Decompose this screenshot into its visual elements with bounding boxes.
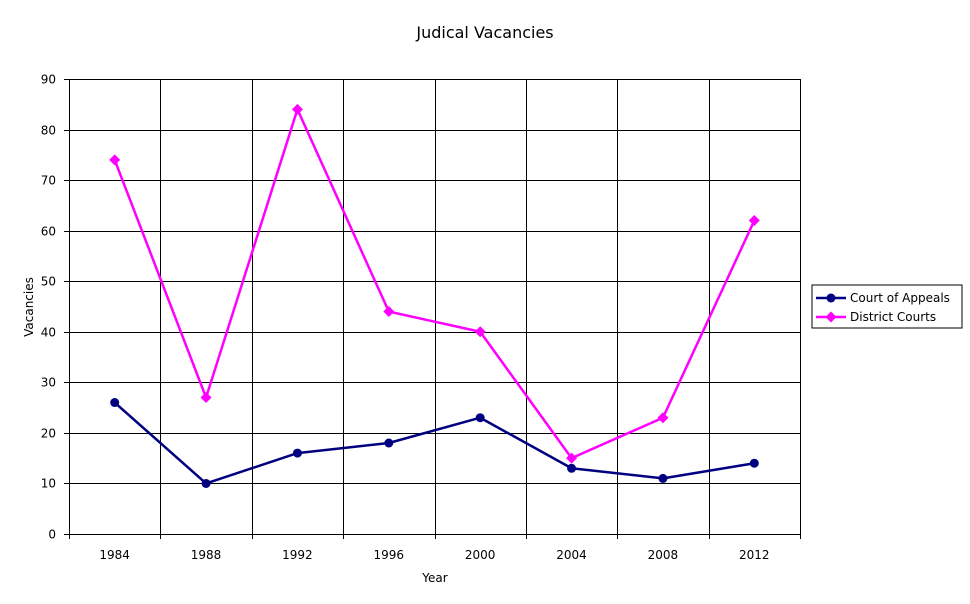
legend-label-court-of-appeals: Court of Appeals <box>850 291 950 305</box>
y-tick-label: 50 <box>41 275 56 289</box>
data-point-court-of-appeals <box>292 448 302 458</box>
y-axis-title: Vacancies <box>22 277 36 337</box>
data-point-court-of-appeals <box>658 473 668 483</box>
y-tick-label: 30 <box>41 376 56 390</box>
axes <box>64 79 801 539</box>
series-district-courts <box>109 103 760 464</box>
y-tick-label: 10 <box>41 477 56 491</box>
legend-marker-court-of-appeals <box>826 293 836 303</box>
data-point-district-courts <box>748 215 760 227</box>
y-tick-label: 70 <box>41 174 56 188</box>
x-tick-label: 2008 <box>648 548 679 562</box>
y-tick-label: 80 <box>41 124 56 138</box>
x-tick-label: 1992 <box>282 548 313 562</box>
series-line-court-of-appeals <box>113 401 755 485</box>
x-tick-label: 1996 <box>374 548 405 562</box>
data-point-district-courts <box>474 326 486 338</box>
data-point-court-of-appeals <box>201 478 211 488</box>
chart-title: Judical Vacancies <box>415 23 553 42</box>
x-tick-label: 2012 <box>739 548 770 562</box>
y-tick-labels: 0 10 20 30 40 50 60 70 80 90 <box>41 73 56 542</box>
legend: Court of Appeals District Courts <box>811 284 963 329</box>
y-tick-label: 20 <box>41 427 56 441</box>
data-point-court-of-appeals <box>475 413 485 423</box>
data-point-district-courts <box>291 103 303 115</box>
data-point-district-courts <box>200 392 212 403</box>
data-point-court-of-appeals <box>384 438 394 448</box>
x-tick-labels: 1984 1988 1992 1996 2000 2004 2008 2012 <box>99 548 769 562</box>
y-tick-label: 90 <box>41 73 56 87</box>
data-point-district-courts <box>566 452 578 464</box>
x-axis-title: Year <box>421 571 447 585</box>
data-point-district-courts <box>657 412 669 424</box>
series-line-district-courts <box>113 108 756 460</box>
y-tick-label: 40 <box>41 326 56 340</box>
legend-marker-district-courts <box>825 311 837 323</box>
series-group <box>109 103 760 488</box>
x-tick-label: 1988 <box>191 548 222 562</box>
x-tick-label: 2000 <box>465 548 496 562</box>
series-court-of-appeals <box>110 398 759 488</box>
y-tick-label: 0 <box>48 528 56 542</box>
data-point-court-of-appeals <box>110 398 120 408</box>
data-point-district-courts <box>109 154 121 166</box>
x-tick-label: 2004 <box>556 548 587 562</box>
data-point-court-of-appeals <box>749 458 759 468</box>
legend-box <box>811 284 963 329</box>
grid <box>69 79 801 534</box>
x-tick-label: 1984 <box>99 548 130 562</box>
data-point-district-courts <box>383 306 395 318</box>
legend-label-district-courts: District Courts <box>850 310 936 324</box>
data-point-court-of-appeals <box>567 463 577 473</box>
y-tick-label: 60 <box>41 225 56 239</box>
